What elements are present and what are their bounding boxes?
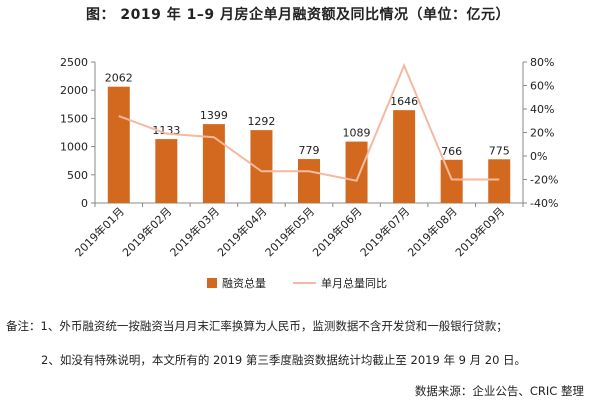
y-right-tick-label: 40% (530, 103, 554, 116)
y-left-tick-label: 500 (67, 169, 88, 182)
x-tick-label: 2019年02月 (119, 204, 174, 259)
data-source: 数据来源：企业公告、CRIC 整理 (414, 384, 584, 398)
y-right-tick-label: 60% (530, 80, 554, 93)
bar-value-label: 766 (441, 145, 462, 158)
y-right-tick-label: 80% (530, 56, 554, 69)
y-right-tick-label: -20% (530, 174, 558, 187)
legend-bar-swatch (207, 278, 217, 288)
x-tick-label: 2019年01月 (72, 204, 127, 259)
bar-value-label: 2062 (105, 72, 133, 85)
bar-value-label: 1292 (247, 115, 275, 128)
note-line-2: 2、如没有特殊说明，本文所有的 2019 第三季度融资数据统计均截止至 2019… (41, 353, 527, 367)
bar-value-label: 779 (299, 144, 320, 157)
bar (202, 124, 225, 203)
x-tick-label: 2019年08月 (405, 204, 460, 259)
bar-value-label: 1399 (200, 109, 228, 122)
yoy-line (118, 62, 500, 182)
x-tick-label: 2019年09月 (452, 204, 507, 259)
x-tick-label: 2019年07月 (357, 204, 412, 259)
y-left-tick-label: 1000 (60, 141, 88, 154)
bar (155, 139, 178, 203)
x-tick-label: 2019年05月 (262, 204, 317, 259)
chart-area: 0 500 1000 1500 2000 2500 -40% -20% 0% 20% 40% 60% 8… (60, 56, 558, 290)
bar (345, 141, 368, 203)
legend-bar-label: 融资总量 (222, 276, 266, 290)
y-right-tick-label: -40% (530, 197, 558, 210)
chart-title: 图： 2019 年 1–9 月房企单月融资额及同比情况（单位：亿元） (86, 7, 510, 23)
bar-value-label: 1089 (343, 127, 371, 140)
x-tick-label: 2019年03月 (167, 204, 222, 259)
bar (393, 110, 416, 203)
y-left-tick-label: 1500 (60, 112, 88, 125)
bar (488, 159, 511, 203)
x-tick-label: 2019年04月 (214, 204, 269, 259)
x-tick-label: 2019年06月 (310, 204, 365, 259)
y-left-tick-label: 2500 (60, 56, 88, 69)
bar (250, 130, 273, 203)
bar (440, 159, 463, 203)
legend-line-label: 单月总量同比 (321, 276, 387, 290)
bar (298, 159, 320, 203)
y-right-tick-label: 0% (530, 150, 547, 163)
bar (107, 86, 130, 203)
bar-value-label: 775 (489, 144, 510, 157)
note-line-1: 备注：1、外币融资统一按融资当月月末汇率换算为人民币，监测数据不含开发贷和一般银… (6, 319, 508, 333)
y-left-tick-label: 2000 (60, 84, 88, 97)
y-right-tick-label: 20% (530, 127, 554, 140)
y-left-tick-label: 0 (81, 197, 88, 210)
bar-value-label: 1646 (390, 95, 418, 108)
